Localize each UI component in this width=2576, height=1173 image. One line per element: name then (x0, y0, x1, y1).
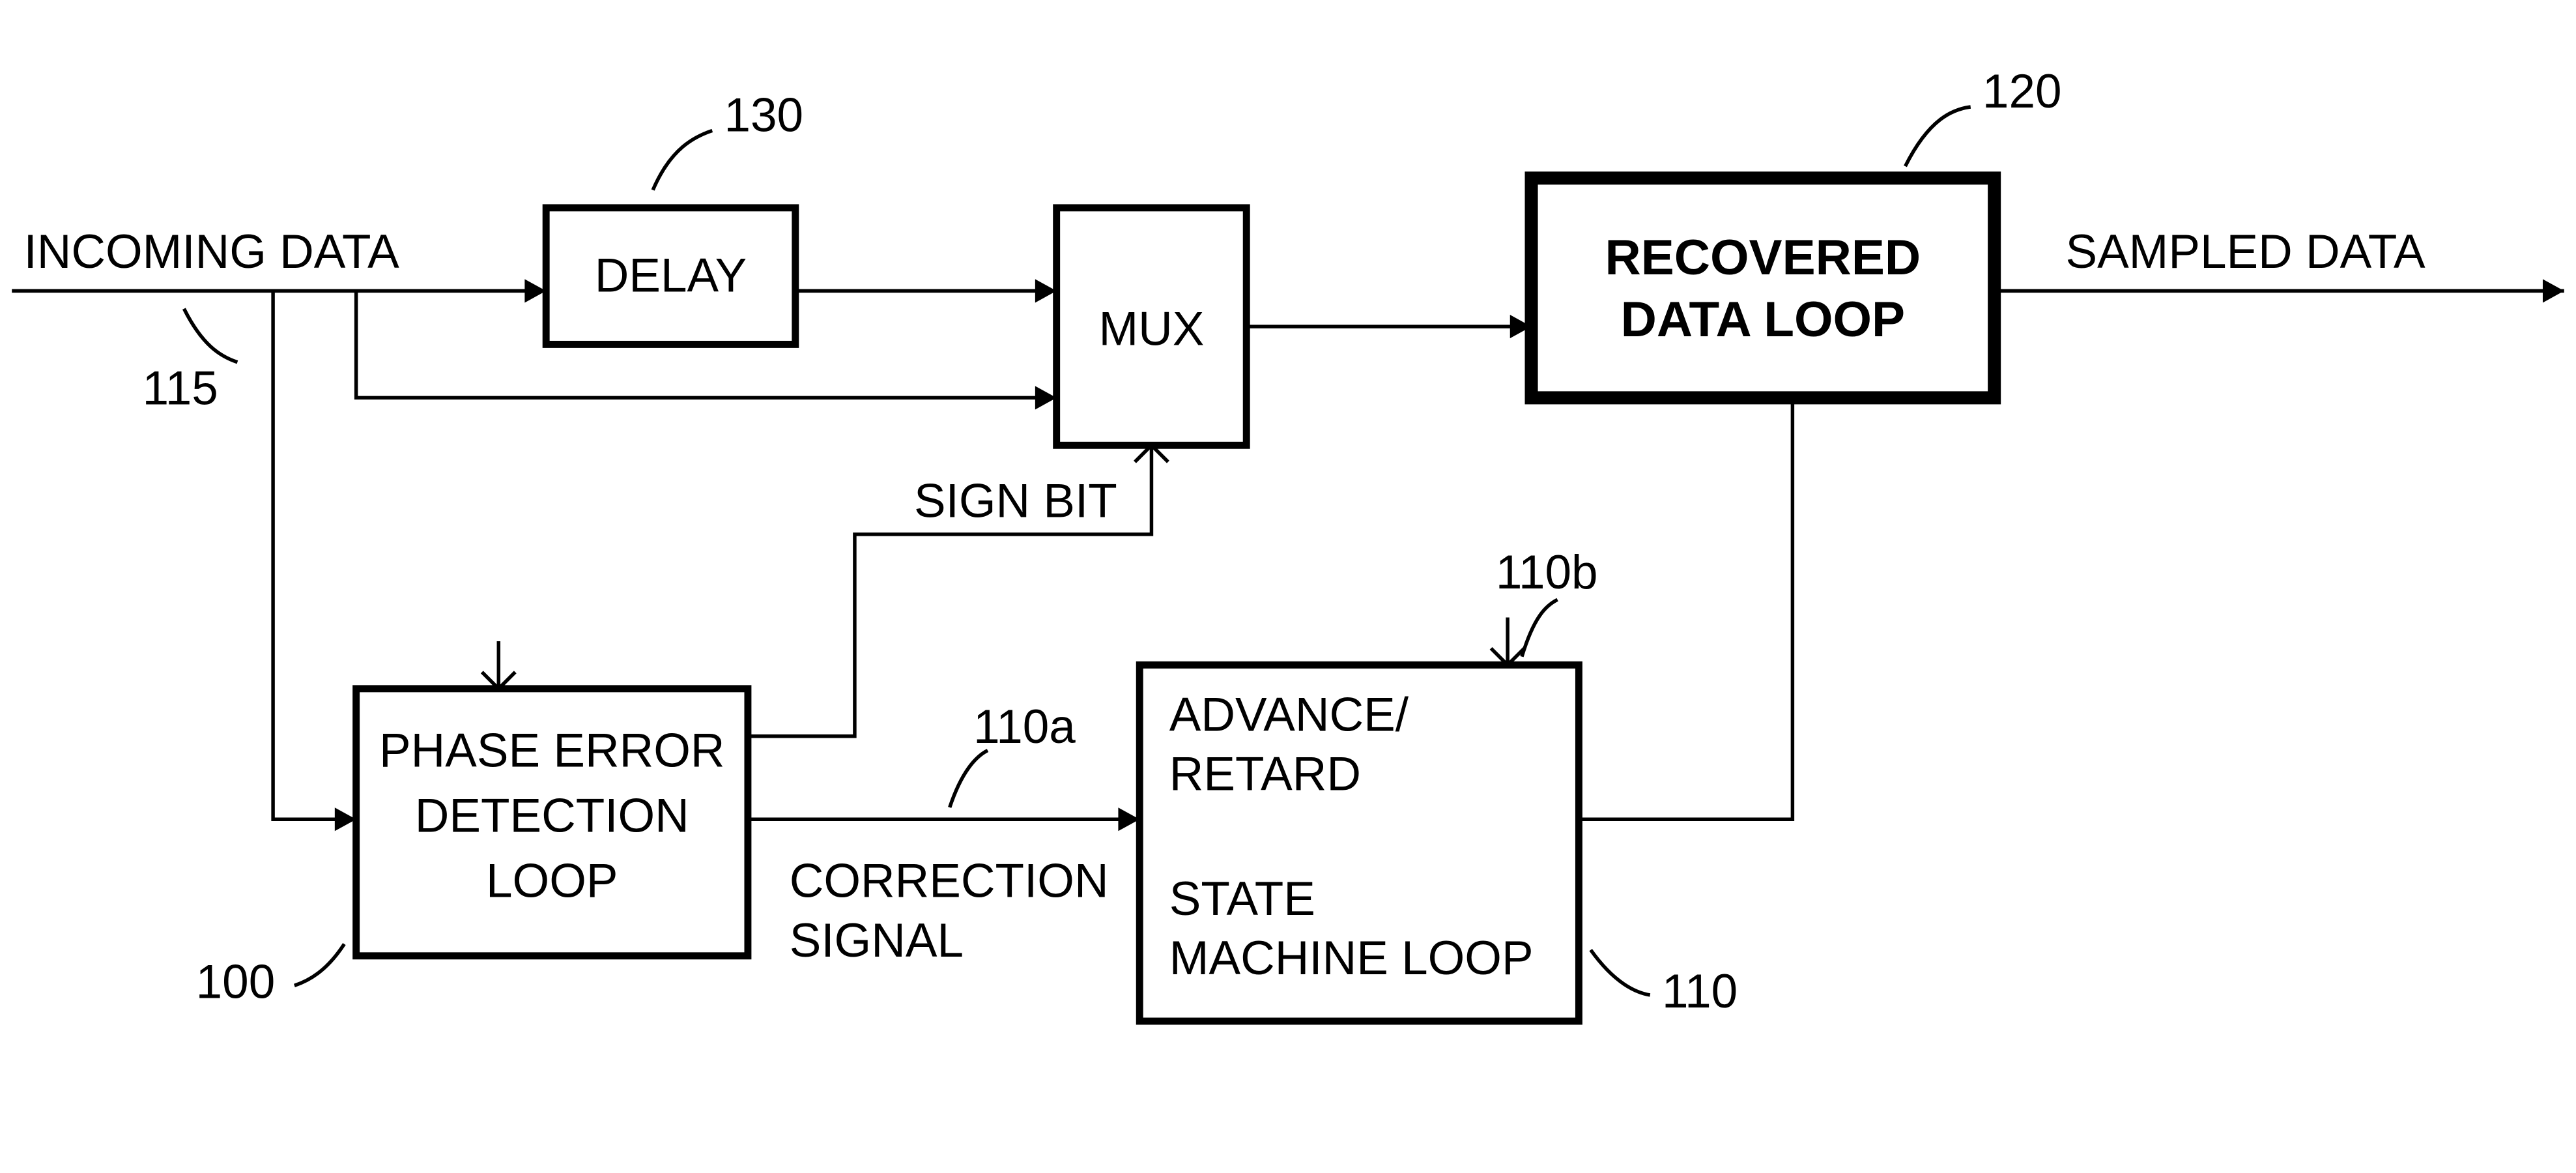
label-adv_l2: RETARD (1169, 748, 1361, 801)
label-adv_l3: STATE (1169, 873, 1315, 925)
label-ref_110a: 110a (973, 701, 1076, 753)
label-ref_115: 115 (143, 362, 218, 415)
block-diagram: INCOMING DATA SAMPLED DATA DELAY MUX RECOVER… (0, 0, 2576, 1173)
label-phase_l3: LOOP (486, 855, 618, 908)
label-adv_l1: ADVANCE/ (1169, 689, 1409, 742)
label-ref_130: 130 (724, 89, 803, 141)
label-adv_l4: MACHINE LOOP (1169, 932, 1534, 985)
label-incoming: INCOMING DATA (23, 225, 399, 278)
label-ref_120: 120 (1982, 65, 2062, 118)
label-ref_110b: 110b (1496, 546, 1598, 599)
label-delay: DELAY (595, 249, 747, 302)
label-sign_bit: SIGN BIT (914, 475, 1117, 528)
label-phase_l1: PHASE ERROR (379, 724, 724, 777)
label-recovered_l1: RECOVERED (1605, 230, 1921, 285)
label-mux: MUX (1098, 302, 1204, 355)
label-correction_l1: CORRECTION (790, 855, 1109, 908)
label-ref_110: 110 (1662, 965, 1738, 1018)
label-sampled: SAMPLED DATA (2065, 225, 2425, 278)
label-recovered_l2: DATA LOOP (1621, 292, 1905, 347)
label-ref_100: 100 (196, 956, 276, 1009)
label-correction_l2: SIGNAL (790, 914, 964, 967)
label-phase_l2: DETECTION (415, 790, 689, 843)
